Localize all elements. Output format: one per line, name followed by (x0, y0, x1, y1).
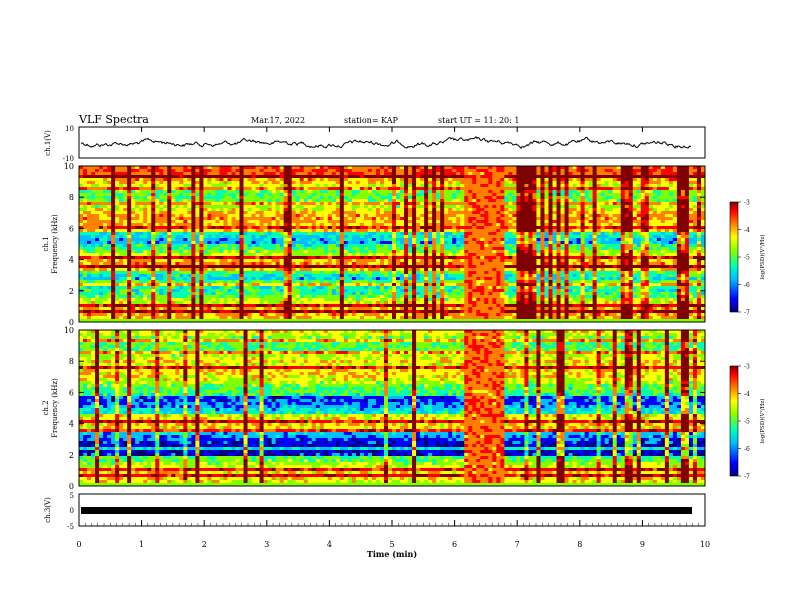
colorbar-tick-label: -5 (744, 255, 750, 262)
panel-ch3-voltage: 5 0 -5 ch.3(V) (44, 492, 705, 531)
ylabel-ch2-channel: ch.2 (42, 400, 50, 415)
time-tick-label: 6 (452, 540, 457, 549)
frequency-tick-label: 8 (69, 357, 74, 366)
colorbar-ch1-gradient (730, 202, 738, 312)
start-time-label: start UT = 11: 20: 1 (438, 116, 519, 125)
frequency-tick-label: 4 (69, 420, 74, 429)
frequency-tick-label: 8 (69, 193, 74, 202)
figure-title: VLF Spectra (78, 113, 149, 126)
ch1-spectrogram-image (79, 166, 705, 322)
colorbar-tick-label: -6 (744, 446, 750, 453)
colorbar-tick-label: -4 (744, 227, 750, 234)
frequency-tick-label: 2 (69, 287, 74, 296)
time-tick-label: 9 (640, 540, 645, 549)
frequency-tick-label: 0 (69, 482, 74, 491)
colorbar-tick-label: -3 (744, 364, 750, 371)
frequency-tick-label: 6 (69, 388, 74, 397)
time-tick-label: 8 (577, 540, 582, 549)
colorbar-ch2-label: log(PSD)(V²/Hz) (759, 399, 766, 444)
colorbar-tick-label: -5 (744, 419, 750, 426)
ch2-spectrogram-image (79, 330, 705, 486)
frequency-tick-label: 2 (69, 451, 74, 460)
colorbar-ch2-gradient (730, 366, 738, 476)
ch3-voltage-band (81, 507, 692, 514)
station-label: station= KAP (344, 116, 399, 125)
ylabel-ch1-frequency: Frequency (kHz) (51, 214, 59, 274)
time-tick-label: 10 (700, 540, 710, 549)
colorbar-ch2-ticks: -3 -4 -5 -6 -7 (738, 364, 750, 481)
time-tick-label: 3 (264, 540, 269, 549)
vlf-spectra-figure: VLF Spectra Mar.17, 2022 station= KAP st… (0, 0, 792, 612)
colorbar-tick-label: -7 (744, 310, 750, 317)
ytick-ch3v-mid: 0 (70, 507, 74, 515)
frequency-tick-label: 6 (69, 224, 74, 233)
time-tick-label: 0 (76, 540, 81, 549)
panel-ch1-voltage: 10 -10 ch.1(V) (44, 125, 705, 163)
time-tick-label: 5 (389, 540, 394, 549)
colorbar-tick-label: -6 (744, 282, 750, 289)
ylabel-ch2-frequency: Frequency (kHz) (51, 378, 59, 438)
time-tick-label: 1 (139, 540, 144, 549)
colorbar-tick-label: -7 (744, 474, 750, 481)
frequency-tick-label: 10 (64, 162, 74, 171)
date-label: Mar.17, 2022 (251, 116, 305, 125)
time-tick-label: 4 (327, 540, 332, 549)
colorbar-tick-label: -3 (744, 200, 750, 207)
colorbar-ch1-ticks: -3 -4 -5 -6 -7 (738, 200, 750, 317)
colorbar-ch1: -3 -4 -5 -6 -7 log(PSD)(V²/Hz) (730, 200, 766, 317)
ytick-ch1v-top: 10 (65, 125, 74, 133)
time-tick-label: 7 (515, 540, 520, 549)
ytick-ch3v-bottom: -5 (67, 523, 74, 531)
colorbar-ch2: -3 -4 -5 -6 -7 log(PSD)(V²/Hz) (730, 364, 766, 481)
colorbar-tick-label: -4 (744, 391, 750, 398)
frequency-tick-label: 10 (64, 326, 74, 335)
ylabel-ch1v: ch.1(V) (44, 130, 52, 156)
frequency-tick-label: 4 (69, 256, 74, 265)
ytick-ch3v-top: 5 (70, 492, 74, 500)
panel-ch2-spectrogram: 0 2 4 6 8 10 ch.2 Frequency (kHz) (42, 326, 705, 491)
time-tick-label: 2 (202, 540, 207, 549)
xlabel-time: Time (min) (367, 549, 417, 559)
ch1-voltage-trace (81, 137, 691, 149)
colorbar-ch1-label: log(PSD)(V²/Hz) (759, 235, 766, 280)
ylabel-ch1-channel: ch.1 (42, 236, 50, 251)
ylabel-ch3v: ch.3(V) (44, 497, 52, 523)
